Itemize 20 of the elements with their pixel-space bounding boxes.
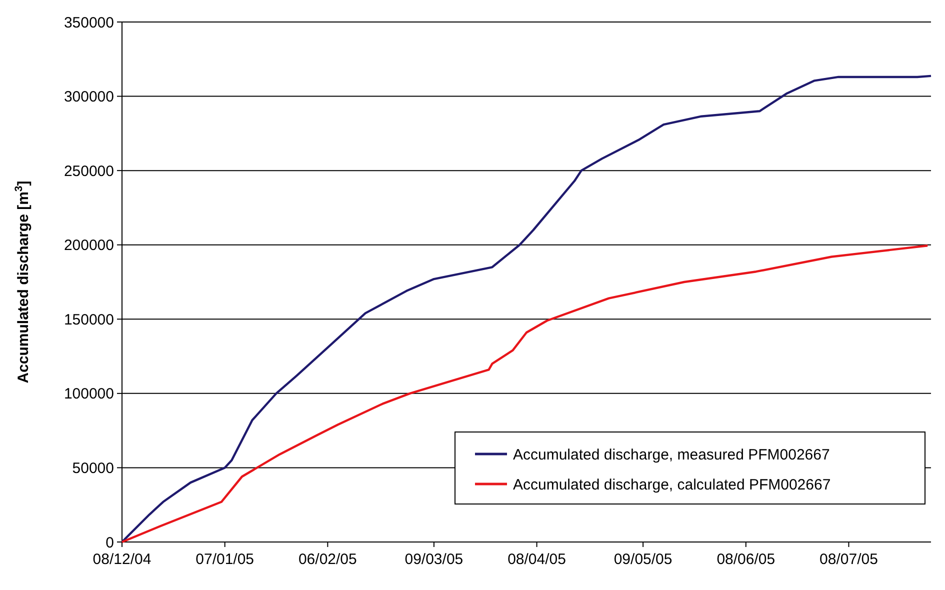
x-tick-label: 08/06/05 (716, 551, 776, 568)
legend-label: Accumulated discharge, measured PFM002667 (513, 446, 830, 464)
y-tick-label: 300000 (64, 88, 114, 106)
x-tick-label: 09/03/05 (404, 551, 464, 568)
line-series (120, 244, 929, 544)
x-tick-label: 08/12/04 (92, 551, 152, 568)
y-tick-label: 200000 (64, 237, 114, 254)
y-tick-label: 0 (106, 534, 114, 552)
line-series (120, 74, 932, 544)
x-tick-label: 08/07/05 (820, 551, 878, 568)
x-tick-label: 07/01/05 (196, 551, 254, 568)
y-tick-label: 50000 (72, 460, 114, 477)
y-tick-label: 350000 (64, 14, 114, 32)
legend-label: Accumulated discharge, calculated PFM002667 (513, 476, 831, 494)
x-tick-label: 08/04/05 (508, 551, 566, 568)
x-tick-label: 06/02/05 (298, 551, 357, 568)
y-tick-label: 250000 (64, 162, 114, 180)
y-tick-label: 150000 (64, 311, 114, 328)
y-tick-label: 100000 (64, 386, 114, 403)
x-tick-label: 09/05/05 (614, 551, 672, 568)
